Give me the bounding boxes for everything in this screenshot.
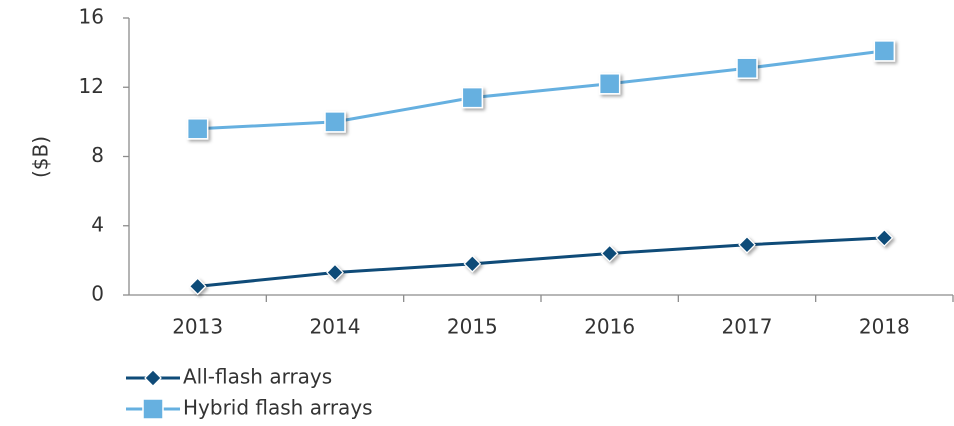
y-tick-label: 8 bbox=[91, 143, 104, 167]
x-tick-label: 2016 bbox=[584, 315, 635, 339]
legend-marker bbox=[144, 369, 162, 387]
data-point bbox=[598, 73, 621, 95]
x-tick-label: 2018 bbox=[859, 315, 910, 339]
y-tick-label: 4 bbox=[91, 212, 104, 236]
data-point bbox=[463, 254, 482, 273]
data-point bbox=[738, 235, 756, 254]
y-tick-label: 12 bbox=[79, 74, 104, 98]
x-tick-label: 2015 bbox=[447, 315, 498, 339]
data-point bbox=[600, 244, 619, 263]
y-axis-label: ($B) bbox=[29, 136, 53, 178]
series-line bbox=[197, 49, 885, 131]
legend-label: All-flash arrays bbox=[183, 365, 332, 389]
y-tick-label: 16 bbox=[79, 5, 104, 29]
data-point bbox=[326, 263, 344, 282]
data-point bbox=[873, 40, 896, 62]
x-tick-label: 2014 bbox=[310, 315, 361, 339]
data-point bbox=[875, 229, 894, 247]
data-point bbox=[188, 277, 207, 296]
y-tick-label: 0 bbox=[91, 282, 104, 306]
series-line bbox=[197, 236, 885, 288]
data-point bbox=[461, 86, 484, 109]
data-point bbox=[324, 111, 346, 133]
legend-marker bbox=[142, 398, 164, 420]
x-tick-label: 2017 bbox=[722, 315, 773, 339]
data-point bbox=[736, 57, 758, 79]
x-tick-label: 2013 bbox=[172, 315, 223, 339]
legend-label: Hybrid flash arrays bbox=[183, 396, 373, 420]
data-point bbox=[186, 118, 209, 140]
